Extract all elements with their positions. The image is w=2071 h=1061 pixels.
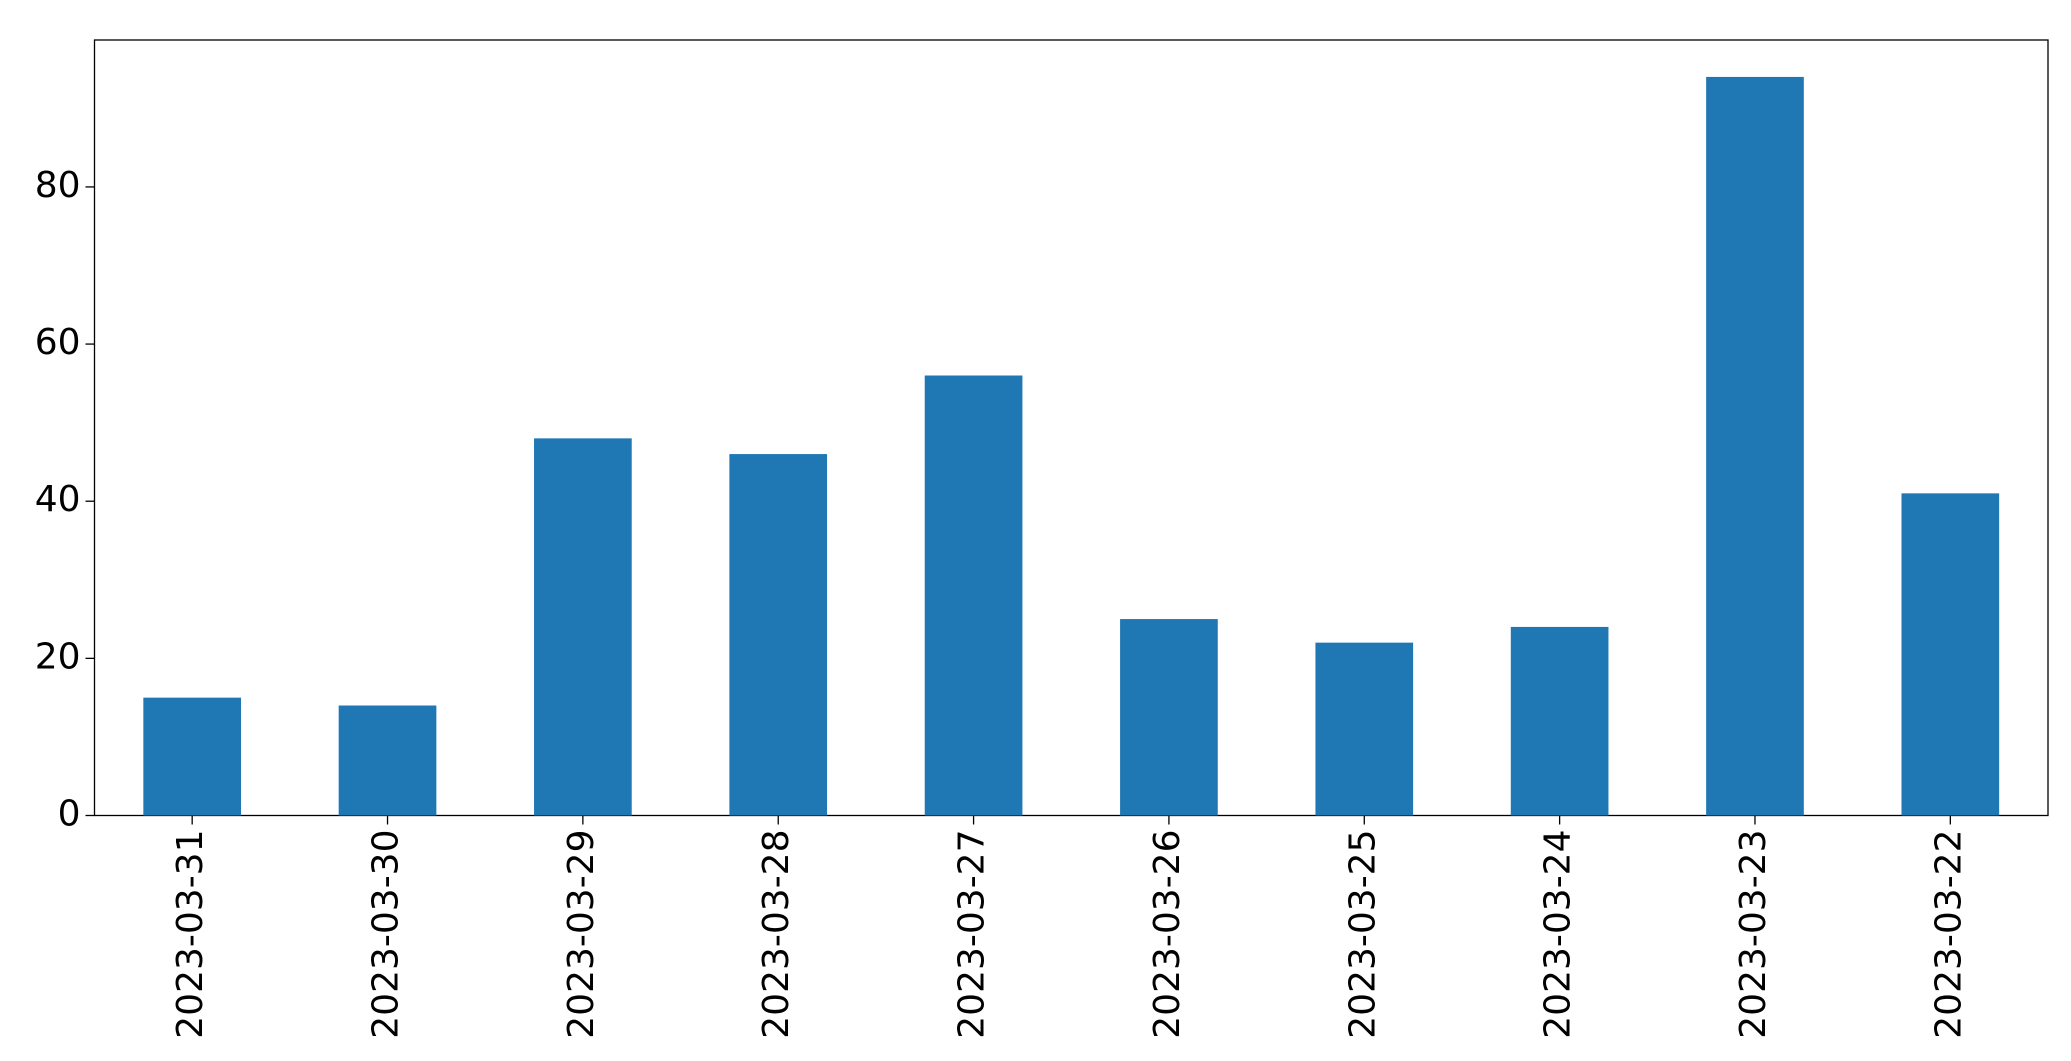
- bar: [729, 454, 828, 816]
- x-tick-label: 2023-03-28: [756, 830, 797, 1039]
- y-tick-label: 60: [35, 322, 81, 363]
- bar: [1510, 626, 1609, 816]
- x-tick-label: 2023-03-31: [170, 830, 211, 1039]
- x-tick-label: 2023-03-24: [1538, 830, 1579, 1039]
- bar: [338, 705, 437, 816]
- bar: [534, 438, 632, 816]
- plot-frame: [93, 39, 2049, 817]
- bar: [1706, 76, 1804, 816]
- bar: [1901, 493, 2000, 816]
- x-tick-label: 2023-03-25: [1342, 830, 1383, 1039]
- y-tick-label: 0: [58, 794, 81, 835]
- x-tick-label: 2023-03-26: [1147, 830, 1188, 1039]
- x-tick-label: 2023-03-27: [952, 830, 993, 1039]
- x-tick-label: 2023-03-30: [366, 830, 407, 1039]
- x-tick-label: 2023-03-22: [1928, 830, 1969, 1039]
- y-tick-label: 40: [35, 479, 81, 520]
- bar: [1120, 619, 1218, 816]
- bar: [143, 697, 242, 816]
- x-tick-label: 2023-03-29: [561, 830, 602, 1039]
- y-tick-label: 20: [35, 636, 81, 677]
- bar: [1315, 642, 1414, 816]
- bar: [924, 375, 1023, 816]
- y-tick-label: 80: [35, 165, 81, 206]
- x-tick-label: 2023-03-23: [1733, 830, 1774, 1039]
